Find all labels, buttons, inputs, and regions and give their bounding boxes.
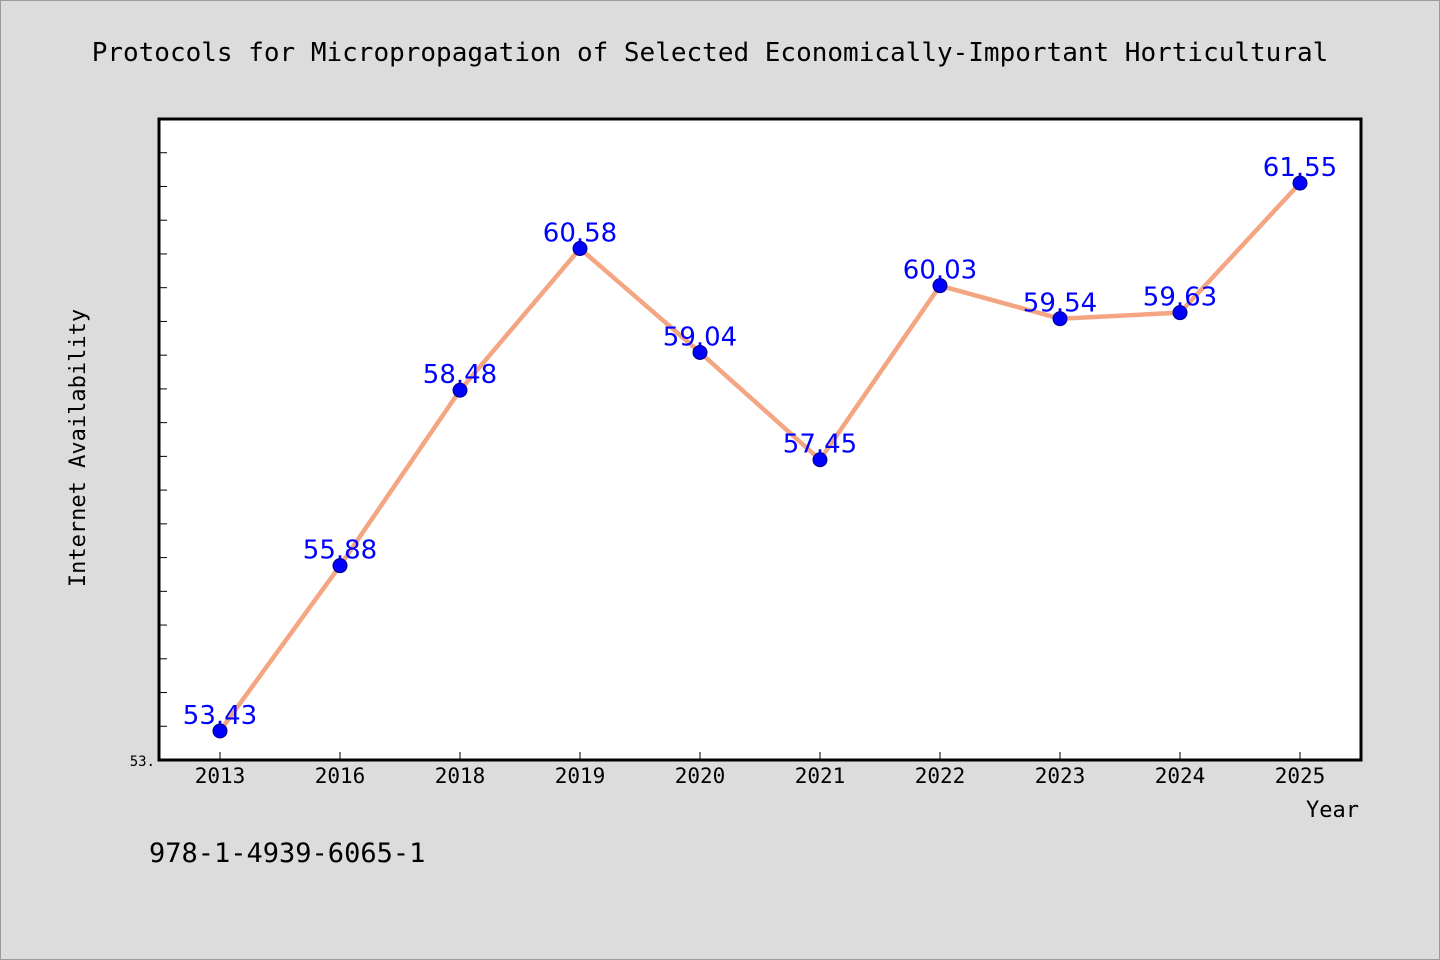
x-tick-label: 2021 bbox=[795, 764, 846, 788]
data-point bbox=[932, 278, 948, 294]
series-line bbox=[217, 180, 1303, 734]
y-axis-label: Internet Availability bbox=[66, 309, 91, 587]
data-label: 59.54 bbox=[1023, 289, 1097, 319]
data-point bbox=[1292, 175, 1308, 191]
data-point bbox=[332, 558, 348, 574]
data-label: 55.88 bbox=[303, 536, 377, 566]
data-point bbox=[1052, 311, 1068, 327]
data-label: 53.43 bbox=[183, 701, 257, 731]
data-point bbox=[212, 723, 228, 739]
x-tick-label: 2023 bbox=[1035, 764, 1086, 788]
data-label: 60.03 bbox=[903, 256, 977, 286]
x-tick-label: 2018 bbox=[435, 764, 486, 788]
x-axis-label: Year bbox=[1306, 798, 1359, 823]
data-point bbox=[692, 344, 708, 360]
x-tick-label: 2016 bbox=[315, 764, 366, 788]
series-layer: 53.43 55.88 58.48 60.58 59.04 57.45 60.03 59.54… bbox=[183, 153, 1337, 739]
data-label: 59.63 bbox=[1143, 283, 1217, 313]
plot-area bbox=[157, 117, 1363, 762]
data-label: 59.04 bbox=[663, 322, 737, 352]
x-tick-label: 2025 bbox=[1275, 764, 1326, 788]
data-point bbox=[452, 382, 468, 398]
data-label: 60.58 bbox=[543, 219, 617, 249]
x-tick-label: 2013 bbox=[195, 764, 246, 788]
data-point bbox=[1172, 305, 1188, 321]
x-axis-ticks: 2013 2016 2018 2019 2020 2021 2022 2023 2024 2025 bbox=[195, 752, 1326, 788]
x-tick-label: 2024 bbox=[1155, 764, 1206, 788]
x-tick-label: 2019 bbox=[555, 764, 606, 788]
chart-title: Protocols for Micropropagation of Select… bbox=[92, 38, 1329, 68]
data-point bbox=[572, 241, 588, 257]
x-tick-label: 2020 bbox=[675, 764, 726, 788]
x-tick-label: 2022 bbox=[915, 764, 966, 788]
y-tick-label: 53. bbox=[130, 754, 155, 770]
y-axis-ticks bbox=[159, 118, 167, 761]
data-point bbox=[812, 452, 828, 468]
data-label: 58.48 bbox=[423, 360, 497, 390]
data-label: 61.55 bbox=[1263, 153, 1337, 183]
data-label: 57.45 bbox=[783, 430, 857, 460]
footnote: 978-1-4939-6065-1 bbox=[149, 838, 425, 869]
